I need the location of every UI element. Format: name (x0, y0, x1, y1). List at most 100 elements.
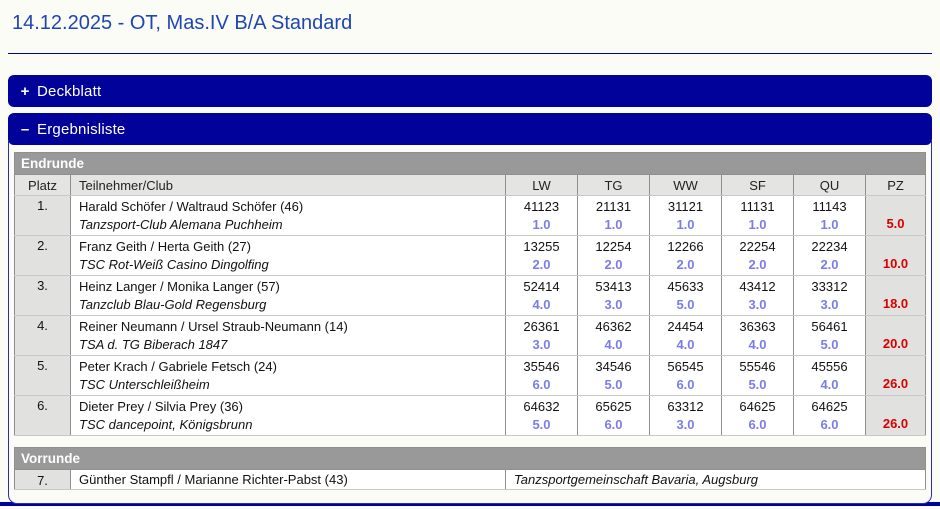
dance-place: 5.0 (820, 337, 839, 352)
dance-place: 5.0 (748, 377, 767, 392)
participant-club: TSA d. TG Biberach 1847 (79, 337, 228, 352)
score-cell: 22254 2.0 (721, 235, 794, 276)
dance-place: 4.0 (604, 337, 623, 352)
dance-place: 6.0 (820, 417, 839, 432)
dance-place: 2.0 (676, 257, 695, 272)
vorrunde-row: 7. Günther Stampfl / Marianne Richter-Pa… (14, 469, 926, 490)
judge-marks: 56461 (811, 319, 848, 334)
judge-marks: 11143 (812, 199, 847, 214)
judge-marks: 53413 (595, 279, 632, 294)
score-cell: 56461 5.0 (793, 315, 866, 356)
endrunde-body: 1. Harald Schöfer / Waltraud Schöfer (46… (14, 195, 926, 436)
participant-name: Dieter Prey / Silvia Prey (36) (79, 399, 243, 414)
score-cell: 45556 4.0 (793, 355, 866, 396)
participant-name: Reiner Neumann / Ursel Straub-Neumann (1… (79, 319, 348, 334)
judge-marks: 64625 (739, 399, 776, 414)
platz-cell: 1. (14, 195, 71, 236)
score-cell: 46362 4.0 (577, 315, 650, 356)
dance-place: 3.0 (676, 417, 695, 432)
participant-club: Tanzsport-Club Alemana Puchheim (79, 217, 283, 232)
dance-place: 2.0 (604, 257, 623, 272)
score-cell: 64625 6.0 (721, 395, 794, 436)
vorrunde-section-header: Vorrunde (14, 447, 926, 470)
judge-marks: 31121 (667, 199, 704, 214)
participant-club: Tanzclub Blau-Gold Regensburg (79, 297, 267, 312)
score-cell: 43412 3.0 (721, 275, 794, 316)
dance-place: 6.0 (676, 377, 695, 392)
column-header: SF (721, 174, 794, 196)
result-row: 6. Dieter Prey / Silvia Prey (36) TSC da… (14, 395, 926, 436)
vorrunde-section-row: Vorrunde (14, 447, 926, 470)
score-cell: 52414 4.0 (505, 275, 578, 316)
vorrunde-body: 7. Günther Stampfl / Marianne Richter-Pa… (14, 469, 926, 490)
score-cell: 36363 4.0 (721, 315, 794, 356)
judge-marks: 41123 (523, 199, 560, 214)
score-cell: 11131 1.0 (721, 195, 794, 236)
platz-cell: 4. (14, 315, 71, 356)
judge-marks: 64632 (523, 399, 560, 414)
judge-marks: 45556 (811, 359, 848, 374)
endrunde-section-row: Endrunde (14, 152, 926, 175)
page-title: 14.12.2025 - OT, Mas.IV B/A Standard (12, 12, 353, 34)
judge-marks: 65625 (595, 399, 632, 414)
endrunde-table: Endrunde Platz Teilnehmer/Club LW TG WW SF QU P… (14, 152, 926, 436)
participant-cell: Peter Krach / Gabriele Fetsch (24) TSC U… (70, 355, 506, 396)
score-cell: 26361 3.0 (505, 315, 578, 356)
platz-cell: 7. (14, 469, 71, 490)
judge-marks: 36363 (739, 319, 776, 334)
score-cell: 55546 5.0 (721, 355, 794, 396)
deckblatt-section-bar[interactable]: + Deckblatt (8, 75, 932, 107)
judge-marks: 34546 (595, 359, 632, 374)
judge-marks: 64625 (811, 399, 848, 414)
judge-marks: 45633 (667, 279, 704, 294)
pz-value: 26.0 (882, 376, 909, 391)
title-divider (8, 53, 932, 54)
judge-marks: 55546 (739, 359, 776, 374)
dance-place: 2.0 (820, 257, 839, 272)
score-cell: 12254 2.0 (577, 235, 650, 276)
expand-icon: + (20, 82, 30, 100)
dance-place: 3.0 (748, 297, 767, 312)
pz-value: 5.0 (886, 216, 905, 231)
pz-cell: 26.0 (865, 355, 926, 396)
score-cell: 22234 2.0 (793, 235, 866, 276)
participant-name: Peter Krach / Gabriele Fetsch (24) (79, 359, 277, 374)
dance-place: 6.0 (532, 377, 551, 392)
participant-cell: Dieter Prey / Silvia Prey (36) TSC dance… (70, 395, 506, 436)
judge-marks: 11131 (740, 199, 775, 214)
pz-cell: 18.0 (865, 275, 926, 316)
platz-cell: 6. (14, 395, 71, 436)
participant-club: TSC dancepoint, Königsbrunn (79, 417, 253, 432)
column-header: LW (505, 174, 578, 196)
ergebnisliste-section-bar[interactable]: – Ergebnisliste (8, 113, 932, 145)
judge-marks: 12254 (595, 239, 632, 254)
judge-marks: 13255 (523, 239, 560, 254)
column-header: PZ (865, 174, 926, 196)
column-header: TG (577, 174, 650, 196)
score-cell: 31121 1.0 (649, 195, 722, 236)
participant-cell: Harald Schöfer / Waltraud Schöfer (46) T… (70, 195, 506, 236)
score-cell: 33312 3.0 (793, 275, 866, 316)
platz-cell: 3. (14, 275, 71, 316)
dance-place: 5.0 (604, 377, 623, 392)
score-cell: 34546 5.0 (577, 355, 650, 396)
dance-place: 5.0 (676, 297, 695, 312)
platz-cell: 5. (14, 355, 71, 396)
judge-marks: 22234 (811, 239, 848, 254)
judge-marks: 52414 (523, 279, 560, 294)
score-cell: 64632 5.0 (505, 395, 578, 436)
result-row: 3. Heinz Langer / Monika Langer (57) Tan… (14, 275, 926, 316)
dance-place: 1.0 (604, 217, 623, 232)
judge-marks: 22254 (739, 239, 776, 254)
column-header: Teilnehmer/Club (70, 174, 506, 196)
score-cell: 56545 6.0 (649, 355, 722, 396)
vorrunde-table: Vorrunde 7. Günther Stampfl / Marianne R… (14, 447, 926, 490)
judge-marks: 26361 (523, 319, 560, 334)
score-cell: 35546 6.0 (505, 355, 578, 396)
judge-marks: 43412 (739, 279, 776, 294)
score-cell: 45633 5.0 (649, 275, 722, 316)
dance-place: 4.0 (748, 337, 767, 352)
column-header: QU (793, 174, 866, 196)
pz-value: 26.0 (882, 416, 909, 431)
